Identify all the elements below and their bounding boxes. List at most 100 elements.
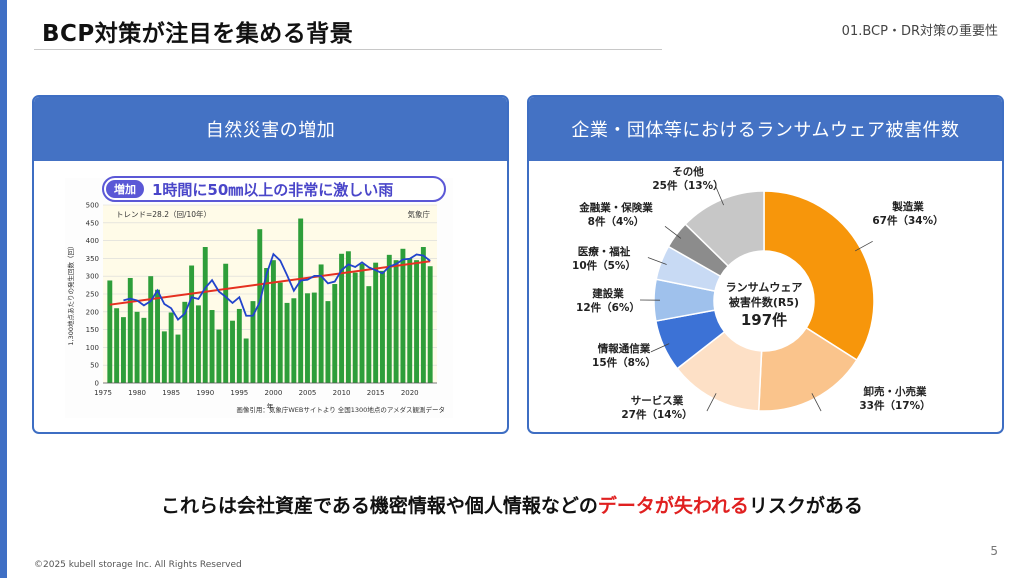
title-divider [34, 49, 662, 50]
bar-2000 [270, 260, 276, 383]
donut-center-line1: ランサムウェア [726, 281, 803, 294]
leader-line [854, 240, 873, 252]
bar-1990 [202, 247, 208, 383]
x-tick-label: 2020 [401, 389, 419, 397]
leader-line [715, 186, 724, 206]
leader-line [647, 257, 667, 265]
trend-annotation: トレンド=28.2（回/10年） [116, 209, 211, 219]
bar-1976 [107, 280, 113, 383]
bar-1997 [250, 301, 256, 383]
x-tick-label: 1980 [128, 389, 146, 397]
bar-1989 [195, 305, 201, 383]
bar-2004 [298, 218, 304, 383]
bar-2006 [311, 292, 317, 383]
y-tick-label: 50 [90, 362, 99, 370]
x-tick-label: 1975 [94, 389, 112, 397]
bar-1996 [243, 338, 249, 383]
bar-1998 [257, 229, 263, 383]
slice-value: 67件（34%） [872, 214, 943, 227]
y-tick-label: 250 [86, 291, 99, 299]
slice-label: 情報通信業 [598, 342, 651, 355]
bar-1987 [182, 301, 188, 383]
slice-value: 15件（8%） [592, 356, 656, 369]
y-tick-label: 500 [86, 202, 99, 210]
slice-label: その他 [672, 165, 704, 178]
x-tick-label: 1995 [230, 389, 248, 397]
bar-2014 [366, 286, 372, 383]
x-tick-label: 2010 [333, 389, 351, 397]
bar-2023 [427, 266, 433, 383]
chart-source-note: 画像引用：気象庁WEBサイトより 全国1300地点のアメダス観測データ [236, 405, 445, 414]
key-message-end: リスクがある [748, 495, 863, 517]
bar-1978 [120, 317, 126, 383]
bar-2001 [277, 282, 283, 383]
x-tick-label: 2015 [367, 389, 385, 397]
slice-value: 33件（17%） [859, 399, 930, 412]
accent-bar [0, 0, 7, 578]
leader-line [650, 343, 670, 353]
bar-1983 [155, 289, 160, 383]
bar-2005 [305, 293, 310, 383]
x-tick-label: 2005 [299, 389, 317, 397]
x-tick-label: 1990 [196, 389, 214, 397]
x-axis-label: 年 [267, 402, 274, 411]
bar-1981 [141, 317, 147, 383]
bar-2019 [400, 248, 406, 383]
slice-value: 27件（14%） [621, 408, 692, 421]
slice-label: 金融業・保険業 [578, 201, 653, 214]
bar-1999 [264, 268, 270, 383]
source-agency-label: 気象庁 [408, 209, 431, 219]
slice-label: 卸売・小売業 [864, 385, 927, 398]
slice-label: 製造業 [891, 200, 924, 213]
x-tick-label: 1985 [162, 389, 180, 397]
bar-2002 [284, 302, 290, 383]
bar-1992 [216, 329, 222, 383]
slice-7 [684, 190, 765, 268]
bar-2016 [380, 270, 385, 383]
heavy-rain-chart: 0 50 100 150 200 250 300 350 400 450 500 1975 1980 1… [65, 178, 453, 418]
y-tick-label: 300 [86, 273, 99, 281]
bar-2003 [291, 298, 297, 383]
moving-average-line [123, 252, 431, 322]
donut-center-line2: 被害件数(R5) [729, 295, 799, 309]
bar-1984 [161, 331, 167, 383]
key-message-start: これらは会社資産である機密情報や個人情報などの [161, 495, 598, 517]
slice-label: 建設業 [591, 287, 624, 300]
bar-1979 [127, 277, 133, 383]
bar-1993 [223, 263, 229, 383]
bar-2008 [325, 301, 331, 383]
ransomware-card-title: 企業・団体等におけるランサムウェア被害件数 [529, 97, 1002, 161]
bar-2010 [339, 253, 345, 383]
bar-1980 [134, 311, 140, 383]
bar-2022 [420, 247, 426, 383]
leader-line [811, 393, 822, 412]
y-tick-label: 350 [86, 255, 99, 263]
donut-center-total: 197件 [741, 311, 787, 329]
donut-hole [714, 251, 814, 351]
y-tick-label: 0 [95, 380, 99, 388]
bar-1977 [114, 308, 120, 383]
bar-1988 [189, 265, 195, 383]
y-tick-label: 450 [86, 219, 99, 227]
page-number: 5 [990, 544, 998, 558]
bar-1986 [175, 334, 181, 383]
bar-2018 [393, 260, 399, 383]
trend-line [109, 260, 431, 306]
x-tick-label: 2000 [264, 389, 282, 397]
bar-1985 [168, 312, 174, 383]
leader-line [664, 226, 682, 239]
bar-1994 [230, 320, 235, 383]
page-title: BCP対策が注目を集める背景 [42, 21, 354, 47]
y-tick-label: 150 [86, 326, 99, 334]
slice-label: サービス業 [631, 394, 684, 407]
increase-tag: 増加 [106, 180, 144, 198]
bar-2009 [332, 284, 338, 383]
slice-value: 8件（4%） [588, 215, 645, 228]
bar-1982 [148, 276, 154, 383]
bar-2007 [318, 264, 324, 383]
bar-2012 [352, 272, 358, 383]
y-tick-label: 200 [86, 308, 99, 316]
bar-2011 [345, 251, 351, 383]
bar-2017 [386, 254, 392, 383]
